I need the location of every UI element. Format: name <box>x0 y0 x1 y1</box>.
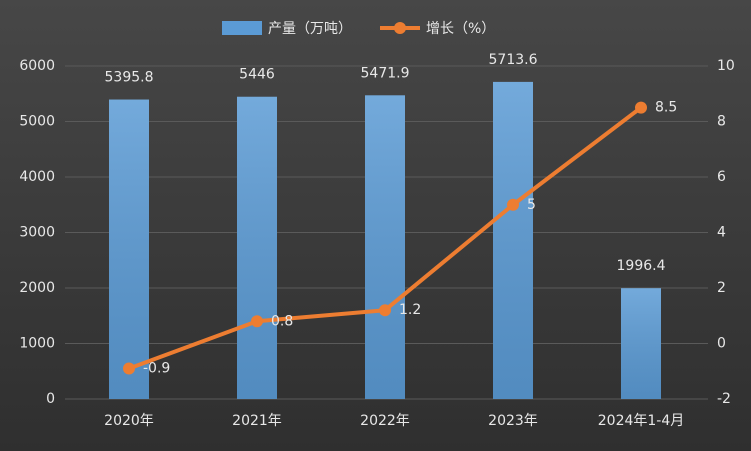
bar-value-label: 5471.9 <box>361 65 410 81</box>
y2-tick-label: 4 <box>717 225 726 241</box>
line-value-label: 1.2 <box>399 302 421 318</box>
y-tick-label: 3000 <box>19 225 55 241</box>
line-point <box>635 101 647 114</box>
bar-shade <box>237 96 277 399</box>
line-value-label: 0.8 <box>271 313 293 329</box>
line-value-label: 5 <box>527 197 536 213</box>
y-tick-label: 1000 <box>19 336 55 352</box>
y-tick-label: 4000 <box>19 169 55 185</box>
y-tick-label: 0 <box>46 391 55 407</box>
legend-label: 产量（万吨） <box>268 21 352 37</box>
x-tick-label: 2020年 <box>104 413 154 429</box>
x-tick-label: 2022年 <box>360 413 410 429</box>
line-point <box>507 198 519 211</box>
line-point <box>251 315 263 328</box>
x-tick-label: 2021年 <box>232 413 282 429</box>
y2-tick-label: 0 <box>717 336 726 352</box>
bar-shade <box>365 95 405 400</box>
bar-value-label: 5713.6 <box>489 52 538 68</box>
y2-tick-label: 8 <box>717 114 726 130</box>
x-tick-label: 2024年1-4月 <box>598 413 685 429</box>
bar-shade <box>109 99 149 400</box>
y2-tick-label: 10 <box>717 58 735 74</box>
bar-value-label: 1996.4 <box>617 258 666 274</box>
y2-tick-label: 6 <box>717 169 726 185</box>
bar-value-label: 5446 <box>239 67 275 83</box>
line-point <box>379 304 391 317</box>
line-value-label: -0.9 <box>143 360 170 376</box>
line-value-label: 8.5 <box>655 100 677 116</box>
legend-label: 增长（%） <box>426 21 495 37</box>
y-tick-label: 6000 <box>19 58 55 74</box>
line-point <box>123 362 135 375</box>
y2-tick-label: -2 <box>717 391 731 407</box>
y2-tick-label: 2 <box>717 280 726 296</box>
legend-swatch <box>222 21 262 35</box>
bar-shade <box>493 81 533 399</box>
y-tick-label: 5000 <box>19 114 55 130</box>
bar-shade <box>621 288 661 399</box>
x-tick-label: 2023年 <box>488 413 538 429</box>
legend-swatch-point <box>394 22 406 34</box>
bar-value-label: 5395.8 <box>105 70 154 86</box>
y-tick-label: 2000 <box>19 280 55 296</box>
